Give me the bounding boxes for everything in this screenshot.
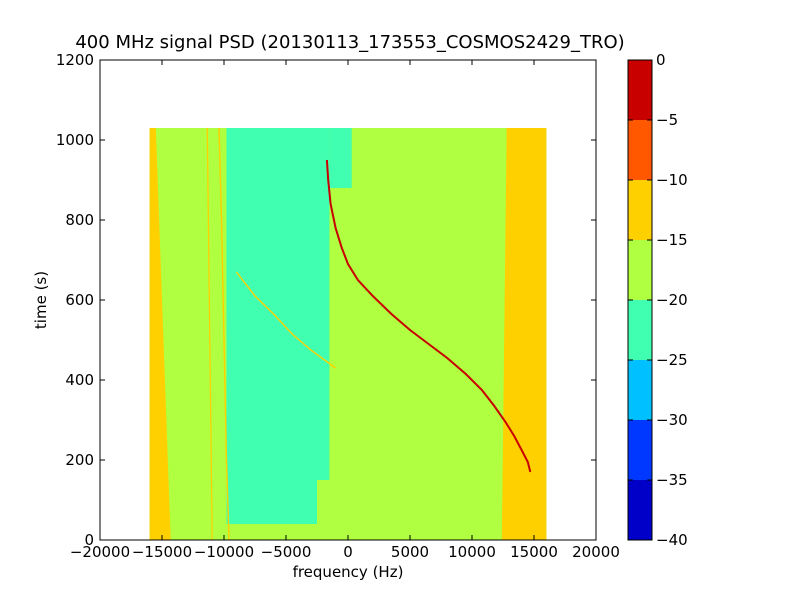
colorbar-band [628, 60, 652, 120]
colorbar-band [628, 180, 652, 240]
signal-trace-4 [218, 127, 230, 541]
colorbar-band [628, 120, 652, 180]
heatmap-region-left-stripe [206, 128, 213, 540]
x-axis-ticks: −20000 −15000 −10000 −5000 0 5000 10000 15000 20… [70, 60, 620, 561]
y-axis-label: time (s) [32, 271, 50, 329]
colorbar-tick-label: −20 [656, 291, 688, 309]
y-axis-ticks: 0 200 400 600 800 1000 1200 [56, 51, 596, 549]
signal-trace-1 [325, 159, 532, 473]
colorbar-tick-label: −25 [656, 351, 688, 369]
signal-trace-2 [235, 271, 337, 369]
signal-trace-3 [155, 251, 167, 521]
y-tick-label: 400 [65, 371, 94, 389]
colorbar-tick-label: −35 [656, 471, 688, 489]
x-tick-label: 10000 [448, 543, 496, 561]
x-tick-label: 5000 [391, 543, 429, 561]
y-tick-label: 800 [65, 211, 94, 229]
x-tick-label: 15000 [510, 543, 558, 561]
x-tick-label: 0 [343, 543, 353, 561]
chart-title: 400 MHz signal PSD (20130113_173553_COSM… [75, 32, 624, 53]
colorbar: −40 −35 −30 −25 −20 −15 −10 −5 0 [627, 51, 688, 549]
x-tick-label: −20000 [70, 543, 130, 561]
heatmap-region-right-edge-band [501, 128, 547, 540]
heatmap-region-upper-noise-extension [329, 128, 352, 188]
x-axis-label: frequency (Hz) [293, 563, 404, 581]
y-tick-label: 200 [65, 451, 94, 469]
colorbar-band [628, 420, 652, 480]
x-tick-label: −5000 [261, 543, 312, 561]
colorbar-band [628, 360, 652, 420]
colorbar-band [628, 300, 652, 360]
colorbar-ticks: −40 −35 −30 −25 −20 −15 −10 −5 0 [628, 51, 688, 549]
heatmap-region-central-noise-region [226, 128, 330, 524]
y-tick-label: 600 [65, 291, 94, 309]
colorbar-bands [628, 60, 652, 540]
signal-traces [155, 127, 532, 541]
plot-area [99, 59, 597, 541]
colorbar-tick-label: −5 [656, 111, 678, 129]
y-tick-label: 1000 [56, 131, 94, 149]
heatmap-regions [149, 128, 547, 540]
colorbar-tick-label: −40 [656, 531, 688, 549]
x-tick-label: −10000 [194, 543, 254, 561]
x-tick-label: 20000 [572, 543, 620, 561]
colorbar-tick-label: −30 [656, 411, 688, 429]
colorbar-band [628, 480, 652, 540]
y-tick-label: 0 [84, 531, 94, 549]
heatmap-region-left-edge-band [149, 128, 171, 540]
colorbar-band [628, 240, 652, 300]
colorbar-tick-label: 0 [656, 51, 666, 69]
x-tick-label: −15000 [132, 543, 192, 561]
colorbar-tick-label: −15 [656, 231, 688, 249]
y-tick-label: 1200 [56, 51, 94, 69]
colorbar-tick-label: −10 [656, 171, 688, 189]
